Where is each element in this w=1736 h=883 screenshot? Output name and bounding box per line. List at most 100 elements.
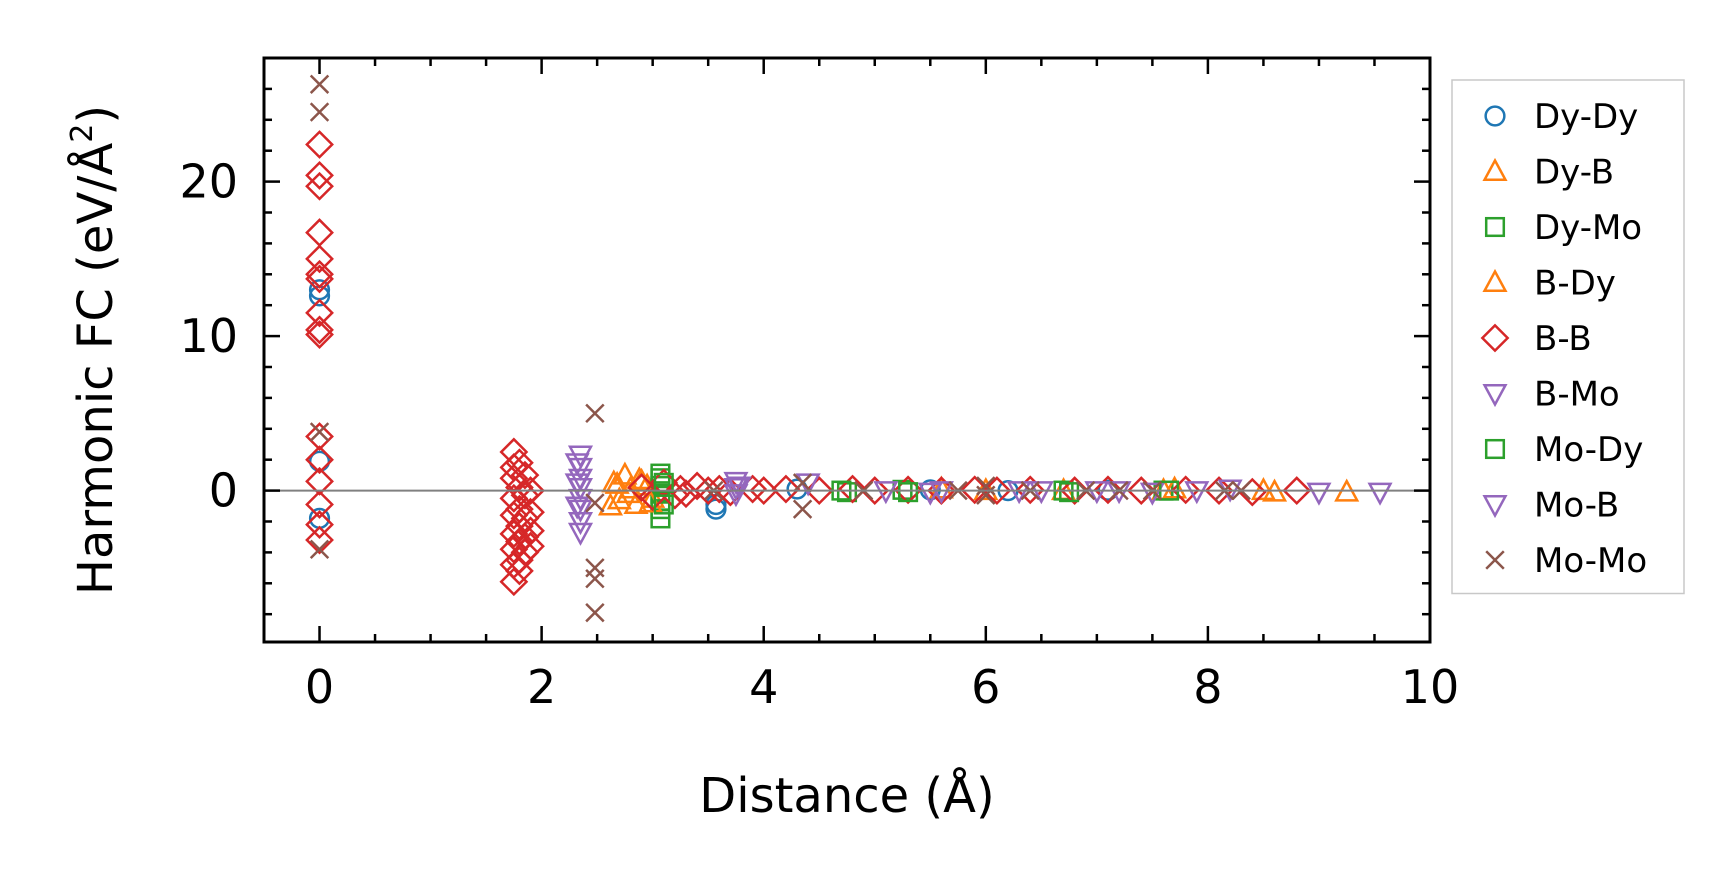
y-tick-label: 20 (179, 155, 238, 209)
point-mo-dy (898, 482, 919, 503)
point-b-b (510, 537, 540, 567)
point-b-mo (917, 482, 943, 506)
point-b-dy (1250, 476, 1276, 501)
point-b-b (771, 474, 801, 504)
point-b-mo (1028, 481, 1054, 505)
legend-marker-b-mo (1482, 384, 1508, 408)
point-b-b (305, 264, 334, 294)
point-b-b (749, 476, 779, 506)
x-tick-label: 2 (527, 660, 556, 714)
legend-label-mo-mo: Mo-Mo (1534, 541, 1647, 581)
x-tick-label: 0 (305, 660, 334, 714)
point-mo-mo (976, 476, 996, 496)
point-dy-b (612, 461, 638, 485)
point-mo-dy (653, 494, 674, 515)
point-b-b (1093, 475, 1123, 505)
point-mo-b (1006, 481, 1032, 505)
point-b-b (305, 130, 334, 159)
point-mo-mo (309, 74, 330, 94)
point-b-b (305, 422, 334, 451)
point-b-b (510, 522, 540, 552)
point-b-b (305, 466, 334, 496)
point-b-b (1015, 475, 1045, 505)
point-mo-b (726, 476, 752, 500)
legend-label-b-mo: B-Mo (1534, 375, 1620, 415)
points-layer (305, 74, 1393, 623)
point-mo-mo (792, 473, 813, 493)
point-b-b (960, 475, 990, 505)
legend-marker-b-dy (1482, 268, 1508, 292)
point-b-mo (1367, 482, 1393, 506)
y-axis-title: Harmonic FC (eV/Å2) (65, 105, 124, 595)
point-mo-mo (309, 422, 330, 442)
point-b-mo (873, 481, 899, 505)
legend-marker-dy-b (1482, 157, 1508, 181)
x-tick-label: 10 (1401, 660, 1460, 714)
legend-marker-dy-mo (1484, 216, 1506, 238)
point-mo-mo (585, 403, 605, 424)
point-b-b (516, 476, 545, 506)
point-b-mo (1084, 481, 1110, 505)
point-mo-b (564, 496, 590, 520)
point-dy-b (928, 475, 954, 499)
point-b-b (516, 516, 545, 546)
y-axis-title-main: Harmonic FC (eV/Å (67, 143, 124, 596)
legend-marker-b-b (1480, 323, 1510, 353)
point-b-b (305, 315, 334, 345)
point-b-b (305, 171, 334, 201)
point-b-b (305, 244, 334, 274)
point-mo-mo (585, 568, 605, 589)
y-axis-title-close: ) (68, 105, 124, 124)
legend-marker-mo-mo (1485, 550, 1505, 570)
point-b-b (305, 259, 334, 289)
x-axis-title: Distance (Å) (699, 767, 994, 824)
point-b-b (510, 460, 540, 490)
ticks-layer (262, 56, 1432, 642)
point-b-dy (1162, 475, 1188, 499)
tick-labels: 0 2 4 6 8 10 0 10 20 (179, 155, 1459, 714)
point-b-b (499, 567, 529, 597)
point-b-b (305, 161, 334, 190)
point-b-b (516, 497, 545, 527)
legend-label-dy-b: Dy-B (1534, 153, 1614, 193)
point-mo-mo (792, 499, 813, 519)
point-mo-mo (976, 485, 996, 505)
point-b-b (510, 503, 540, 533)
legend-label-b-b: B-B (1534, 319, 1592, 359)
point-mo-mo (585, 602, 605, 623)
point-mo-b (1184, 481, 1210, 505)
point-b-mo (723, 478, 749, 502)
legend-marker-dy-dy (1484, 105, 1506, 127)
point-b-b (305, 490, 334, 519)
point-mo-b (1106, 481, 1132, 505)
point-mo-mo (309, 102, 330, 122)
legend-marker-mo-dy (1484, 438, 1506, 460)
point-b-mo (1306, 482, 1332, 506)
point-b-b (305, 320, 334, 349)
point-mo-dy (1059, 482, 1080, 503)
point-b-b (504, 556, 534, 586)
point-mo-mo (309, 539, 330, 559)
point-dy-b (597, 492, 624, 516)
point-b-b (982, 476, 1012, 506)
point-b-b (516, 531, 545, 561)
x-tick-label: 8 (1193, 660, 1222, 714)
legend-label-mo-dy: Mo-Dy (1534, 430, 1643, 470)
point-b-b (305, 218, 334, 247)
point-b-mo (1139, 482, 1165, 506)
legend-marker-mo-b (1482, 495, 1508, 519)
point-b-b (499, 500, 529, 530)
point-b-dy (604, 470, 630, 494)
plot-frame (262, 56, 1432, 644)
point-b-mo (567, 522, 594, 546)
point-mo-b (928, 481, 954, 505)
point-b-b (1282, 476, 1312, 506)
point-mo-dy (653, 472, 674, 493)
legend-label-b-dy: B-Dy (1534, 264, 1616, 304)
point-mo-mo (585, 493, 605, 513)
x-tick-label: 6 (971, 660, 1000, 714)
point-mo-b (564, 473, 590, 497)
point-b-b (305, 525, 334, 555)
point-b-b (838, 474, 867, 504)
